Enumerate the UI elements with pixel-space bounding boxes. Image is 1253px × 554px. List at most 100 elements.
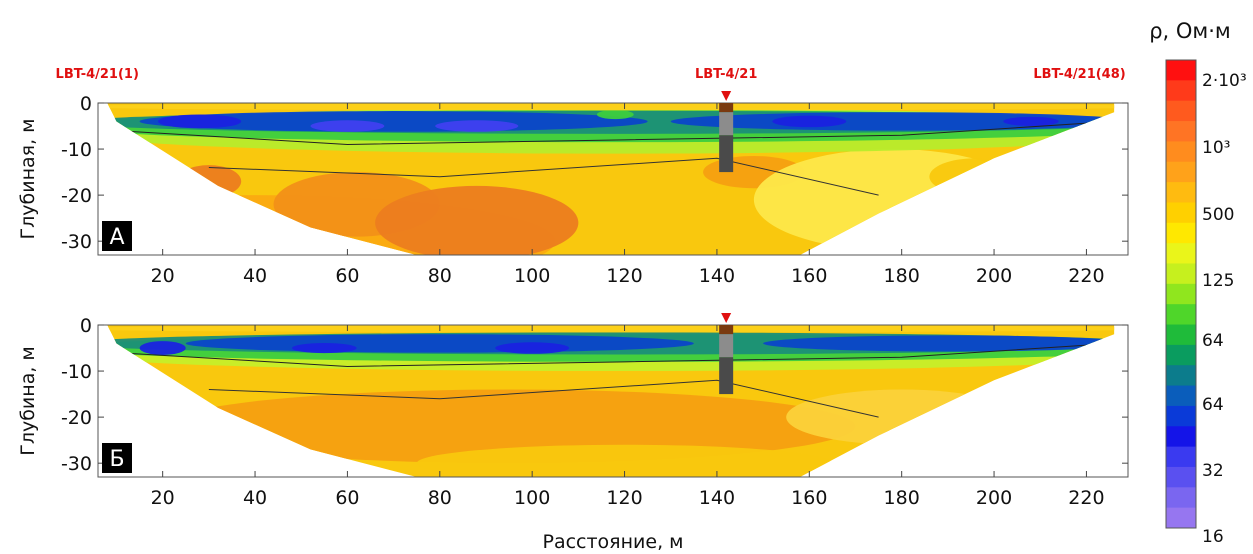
borehole-bottom [719, 135, 734, 173]
resistivity-zone [185, 334, 694, 353]
x-tick-label: 140 [699, 487, 735, 509]
resistivity-zone [375, 185, 579, 255]
colorbar-swatch [1166, 60, 1196, 81]
colorbar-swatch [1166, 304, 1196, 326]
colorbar-swatch [1166, 385, 1196, 407]
resistivity-zone [139, 341, 186, 355]
resistivity-zone [416, 444, 833, 477]
borehole-triangle [721, 313, 732, 323]
y-tick-label: -30 [61, 453, 92, 475]
x-tick-label: 160 [791, 487, 827, 509]
borehole-marker-label: LBT-4/21(48) [1033, 67, 1125, 82]
colorbar-swatch [1166, 161, 1196, 183]
y-tick-label: -10 [61, 139, 92, 161]
y-axis-label: Глубиная, м [17, 119, 39, 240]
x-tick-label: 120 [606, 265, 642, 287]
x-tick-label: 140 [699, 265, 735, 287]
plot-frame [97, 102, 1129, 256]
colorbar-swatch [1166, 202, 1196, 224]
resistivity-zone [1003, 116, 1059, 127]
y-tick-label: 0 [80, 93, 92, 115]
colorbar-swatch [1166, 365, 1196, 387]
x-axis-label: Расстояние, м [543, 531, 684, 553]
contour-line [208, 157, 879, 196]
resistivity-field [107, 325, 1115, 477]
resistivity-zone [176, 165, 242, 198]
panel-letter: Б [109, 447, 124, 472]
x-tick-label: 80 [428, 487, 452, 509]
y-tick-label: -30 [61, 231, 92, 253]
resistivity-zone [107, 103, 1115, 111]
colorbar-label: 32 [1202, 461, 1224, 481]
colorbar-swatch [1166, 487, 1196, 509]
colorbar-swatch [1166, 80, 1196, 102]
colorbar-label: 125 [1202, 271, 1234, 291]
resistivity-zone [310, 120, 385, 132]
borehole-bottom [719, 357, 734, 395]
resistivity-zone [753, 149, 1032, 251]
colorbar-label: 64 [1202, 395, 1224, 415]
x-tick-label: 40 [243, 487, 267, 509]
x-tick-label: 220 [1068, 265, 1104, 287]
resistivity-zone [772, 115, 847, 128]
plot-frame [97, 324, 1129, 478]
x-tick-label: 40 [243, 265, 267, 287]
contour-line [116, 120, 1115, 145]
contour-line [208, 379, 879, 418]
colorbar-frame [1165, 59, 1197, 529]
borehole-top [719, 325, 734, 335]
colorbar-swatch [1166, 141, 1196, 163]
resistivity-zone [929, 158, 1022, 196]
colorbar-swatch [1166, 182, 1196, 203]
colorbar-swatch [1166, 263, 1196, 285]
borehole-marker-label: LBT-4/21 [695, 67, 757, 82]
resistivity-zone [495, 342, 570, 354]
colorbar-label: 16 [1202, 527, 1224, 547]
y-tick-label: 0 [80, 315, 92, 337]
colorbar-swatch [1166, 466, 1196, 488]
colorbar-swatch [1166, 426, 1196, 448]
colorbar-swatch [1166, 222, 1196, 244]
colorbar-swatch [1166, 507, 1196, 529]
y-tick-label: -20 [61, 407, 92, 429]
resistivity-zone [596, 109, 634, 120]
section-panel-b: 20 40 60 80 100 120 140 160 180 200 220 0 -10 -20 -30 Г… [17, 313, 1129, 509]
colorbar-swatch [1166, 324, 1196, 346]
x-tick-label: 200 [976, 487, 1012, 509]
x-tick-label: 100 [514, 487, 550, 509]
resistivity-zone [670, 112, 1115, 131]
section-panel-a: 20 40 60 80 100 120 140 160 180 200 220 0 -10 -20 -30 Г… [17, 91, 1129, 287]
contour-line [116, 342, 1115, 367]
colorbar-title: ρ, Ом·м [1149, 19, 1231, 43]
colorbar-swatch [1166, 283, 1196, 305]
borehole-marker-label: LBT-4/21(1) [56, 67, 139, 82]
borehole-mid [719, 334, 734, 358]
borehole-top [719, 103, 734, 113]
resistivity-field [107, 103, 1115, 255]
x-tick-label: 120 [606, 487, 642, 509]
x-tick-label: 100 [514, 265, 550, 287]
resistivity-zone [786, 389, 1018, 445]
y-axis-label: Глубина, м [17, 346, 39, 456]
x-tick-label: 200 [976, 265, 1012, 287]
colorbar-swatch [1166, 344, 1196, 366]
panel-letter-box [102, 221, 132, 251]
borehole-mid [719, 112, 734, 136]
x-tick-label: 80 [428, 265, 452, 287]
colorbar-label: 500 [1202, 205, 1234, 225]
x-tick-label: 180 [884, 265, 920, 287]
resistivity-zone [158, 114, 242, 129]
borehole-triangle [721, 91, 732, 101]
x-tick-label: 220 [1068, 487, 1104, 509]
resistivity-zone [139, 111, 648, 132]
colorbar-swatch [1166, 121, 1196, 142]
x-tick-label: 60 [335, 265, 359, 287]
y-tick-label: -10 [61, 361, 92, 383]
x-tick-label: 180 [884, 487, 920, 509]
resistivity-zone [107, 325, 1115, 333]
colorbar-swatch [1166, 446, 1196, 468]
colorbar-swatch [1166, 405, 1196, 427]
colorbar: ρ, Ом·м 2·10³ 10³ 500 125 64 64 32 16 [1149, 19, 1246, 547]
x-tick-label: 160 [791, 265, 827, 287]
colorbar-label: 64 [1202, 331, 1224, 351]
